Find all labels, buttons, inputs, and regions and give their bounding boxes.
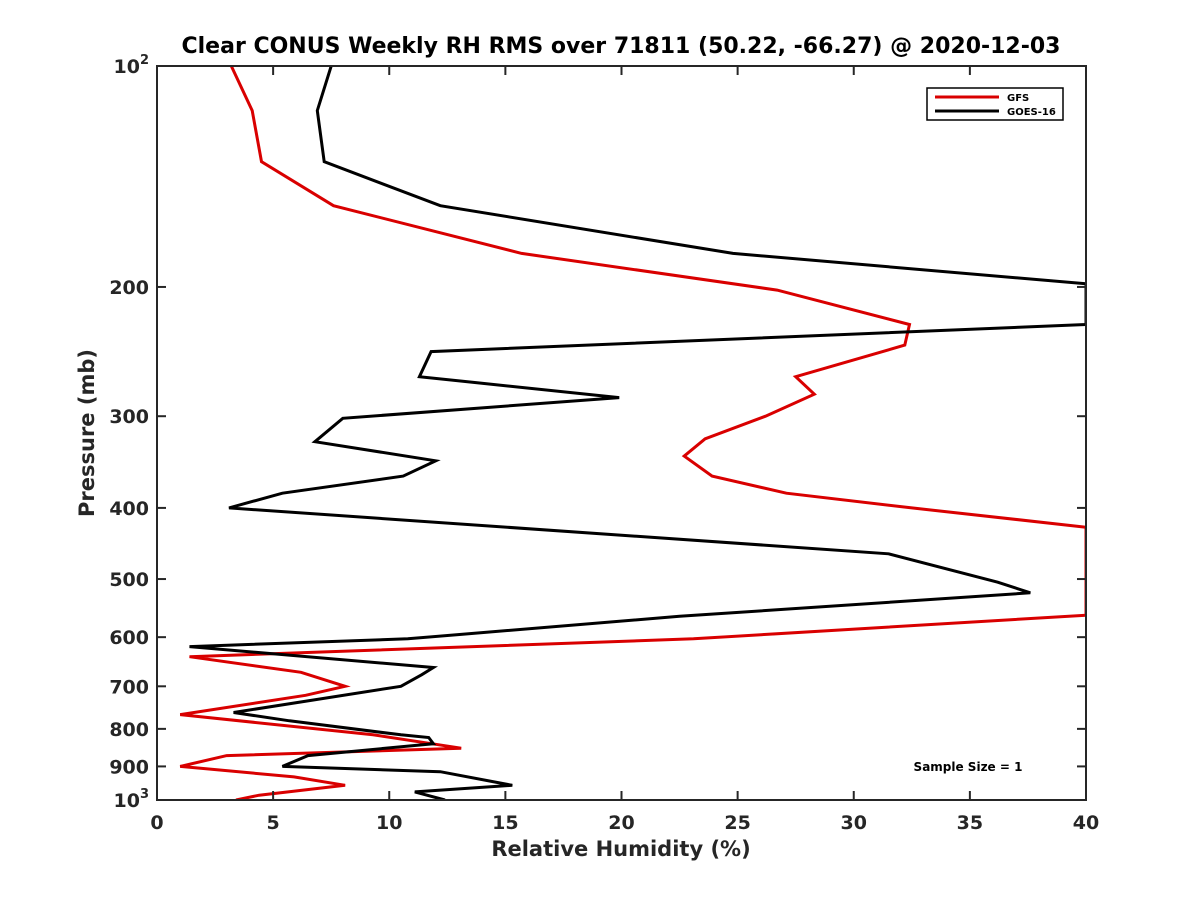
x-axis-label: Relative Humidity (%) bbox=[491, 837, 750, 861]
x-tick-label: 0 bbox=[150, 812, 163, 834]
y-tick-label: 500 bbox=[109, 569, 149, 591]
y-tick-label: 900 bbox=[109, 756, 149, 778]
x-tick-label: 10 bbox=[376, 812, 402, 834]
sample-size-annotation: Sample Size = 1 bbox=[914, 760, 1023, 774]
chart-title: Clear CONUS Weekly RH RMS over 71811 (50… bbox=[182, 34, 1061, 59]
y-tick-label: 600 bbox=[109, 627, 149, 649]
y-tick-label: 700 bbox=[109, 676, 149, 698]
y-tick-label: 200 bbox=[109, 277, 149, 299]
legend-label: GFS bbox=[1007, 93, 1029, 104]
x-tick-label: 15 bbox=[492, 812, 518, 834]
axes-ticks: 0 5 10 15 20 25 30 35 40 102 200 300 400 500 600 700 800… bbox=[109, 53, 1099, 834]
legend-box bbox=[926, 87, 1064, 121]
y-tick-label: 400 bbox=[109, 498, 149, 520]
y-tick-label: 102 bbox=[114, 53, 150, 78]
series-line-goes-16 bbox=[189, 66, 1086, 800]
legend: GFS GOES-16 bbox=[926, 87, 1064, 121]
y-axis-label: Pressure (mb) bbox=[75, 349, 99, 517]
x-tick-label: 20 bbox=[608, 812, 634, 834]
x-tick-label: 35 bbox=[957, 812, 983, 834]
series-line-gfs bbox=[179, 66, 1086, 800]
x-tick-label: 5 bbox=[267, 812, 280, 834]
y-tick-label: 103 bbox=[114, 787, 150, 812]
series-layer bbox=[179, 66, 1086, 800]
legend-label: GOES-16 bbox=[1007, 107, 1056, 118]
y-tick-label: 800 bbox=[109, 719, 149, 741]
x-tick-label: 25 bbox=[724, 812, 750, 834]
x-tick-label: 40 bbox=[1073, 812, 1099, 834]
x-tick-label: 30 bbox=[841, 812, 867, 834]
y-tick-label: 300 bbox=[109, 406, 149, 428]
